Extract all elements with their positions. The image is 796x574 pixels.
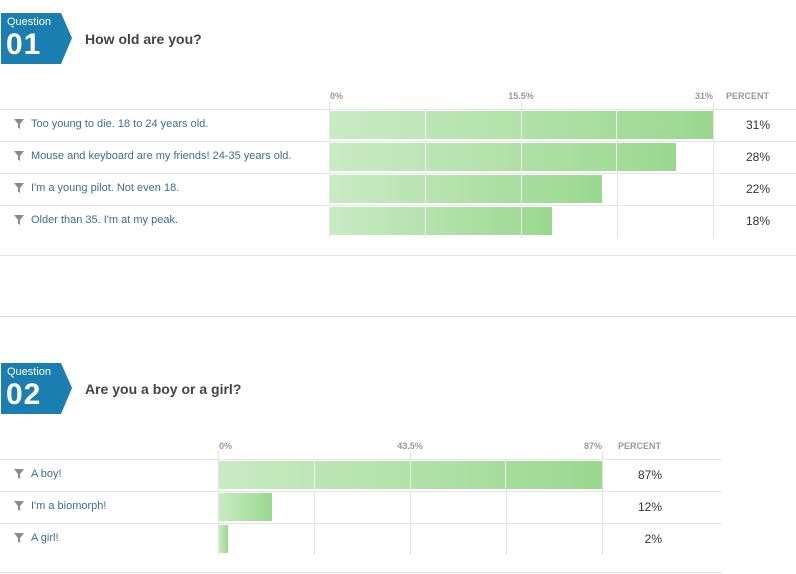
question-word: Question — [7, 16, 52, 28]
axis-mid-label: 43.5% — [397, 441, 423, 451]
bar-grid-line — [424, 207, 426, 235]
answer-percent: 12% — [637, 500, 662, 514]
filter-icon[interactable] — [14, 183, 24, 193]
bar-grid-line — [520, 207, 522, 235]
percent-column-header: PERCENT — [726, 91, 770, 101]
grid-line — [617, 109, 618, 238]
answer-bar — [330, 143, 676, 171]
bar-grid-line — [520, 175, 522, 203]
answer-percent: 22% — [745, 182, 770, 196]
answer-percent: 18% — [745, 214, 770, 228]
filter-icon[interactable] — [14, 501, 24, 511]
answer-bar — [219, 493, 272, 521]
answer-text: Too young to die. 18 to 24 years old. — [31, 118, 209, 130]
bar-grid-line — [616, 111, 618, 139]
answer-label[interactable]: A girl! — [14, 532, 59, 544]
question-title: How old are you? — [85, 31, 202, 47]
bar-grid-line — [520, 111, 522, 139]
question-badge: Question 01 — [1, 13, 72, 64]
answer-text: I'm a young pilot. Not even 18. — [31, 182, 180, 194]
question-separator — [0, 316, 796, 317]
axis-min-label: 0% — [330, 91, 344, 101]
answer-bar — [330, 207, 553, 235]
question-number: 01 — [6, 28, 42, 61]
filter-icon[interactable] — [14, 469, 24, 479]
filter-icon[interactable] — [14, 151, 24, 161]
answer-label[interactable]: Too young to die. 18 to 24 years old. — [14, 118, 208, 130]
bar-grid-line — [505, 461, 507, 489]
answer-text: A girl! — [31, 532, 59, 544]
filter-icon[interactable] — [14, 533, 24, 543]
axis-max-label: 87% — [583, 441, 602, 451]
row-divider — [0, 109, 796, 110]
row-divider — [0, 523, 722, 524]
section-divider — [0, 255, 796, 256]
grid-line — [314, 459, 315, 555]
bar-grid-line — [409, 461, 411, 489]
answer-bar — [330, 111, 713, 139]
axis-min-label: 0% — [219, 441, 233, 451]
section-divider — [0, 572, 722, 573]
answer-label[interactable]: I'm a biomorph! — [14, 500, 106, 512]
bar-grid-line — [424, 111, 426, 139]
bar-grid-line — [313, 461, 315, 489]
bar-grid-line — [424, 143, 426, 171]
answer-label[interactable]: Older than 35. I'm at my peak. — [14, 214, 178, 226]
question-badge: Question 02 — [1, 363, 72, 414]
answer-bar — [330, 175, 602, 203]
answer-percent: 87% — [637, 468, 662, 482]
answer-text: I'm a biomorph! — [31, 500, 107, 512]
question-word: Question — [7, 366, 52, 378]
grid-line — [410, 451, 411, 555]
grid-line — [713, 101, 714, 238]
bar-grid-line — [616, 143, 618, 171]
answer-percent: 28% — [745, 150, 770, 164]
answer-text: Older than 35. I'm at my peak. — [31, 214, 179, 226]
question-number: 02 — [6, 378, 42, 411]
answer-label[interactable]: Mouse and keyboard are my friends! 24-35… — [14, 150, 291, 162]
answer-percent: 2% — [644, 532, 662, 546]
grid-line — [425, 109, 426, 238]
grid-line — [506, 459, 507, 555]
bar-grid-line — [520, 143, 522, 171]
filter-icon[interactable] — [14, 119, 24, 129]
percent-column-header: PERCENT — [618, 441, 662, 451]
answer-text: Mouse and keyboard are my friends! 24-35… — [31, 150, 292, 162]
axis-max-label: 31% — [694, 91, 713, 101]
answer-label[interactable]: A boy! — [14, 468, 62, 480]
row-divider — [0, 491, 722, 492]
axis-line — [218, 451, 219, 555]
answer-bar — [219, 525, 228, 553]
axis-line — [329, 101, 330, 238]
bar-grid-line — [424, 175, 426, 203]
axis-mid-label: 15.5% — [508, 91, 534, 101]
grid-line — [602, 451, 603, 555]
filter-icon[interactable] — [14, 215, 24, 225]
row-divider — [0, 141, 796, 142]
answer-bar — [219, 461, 602, 489]
answer-label[interactable]: I'm a young pilot. Not even 18. — [14, 182, 179, 194]
question-title: Are you a boy or a girl? — [85, 381, 242, 397]
row-divider — [0, 173, 796, 174]
answer-text: A boy! — [31, 468, 62, 480]
row-divider — [0, 205, 796, 206]
answer-percent: 31% — [745, 118, 770, 132]
row-divider — [0, 459, 722, 460]
